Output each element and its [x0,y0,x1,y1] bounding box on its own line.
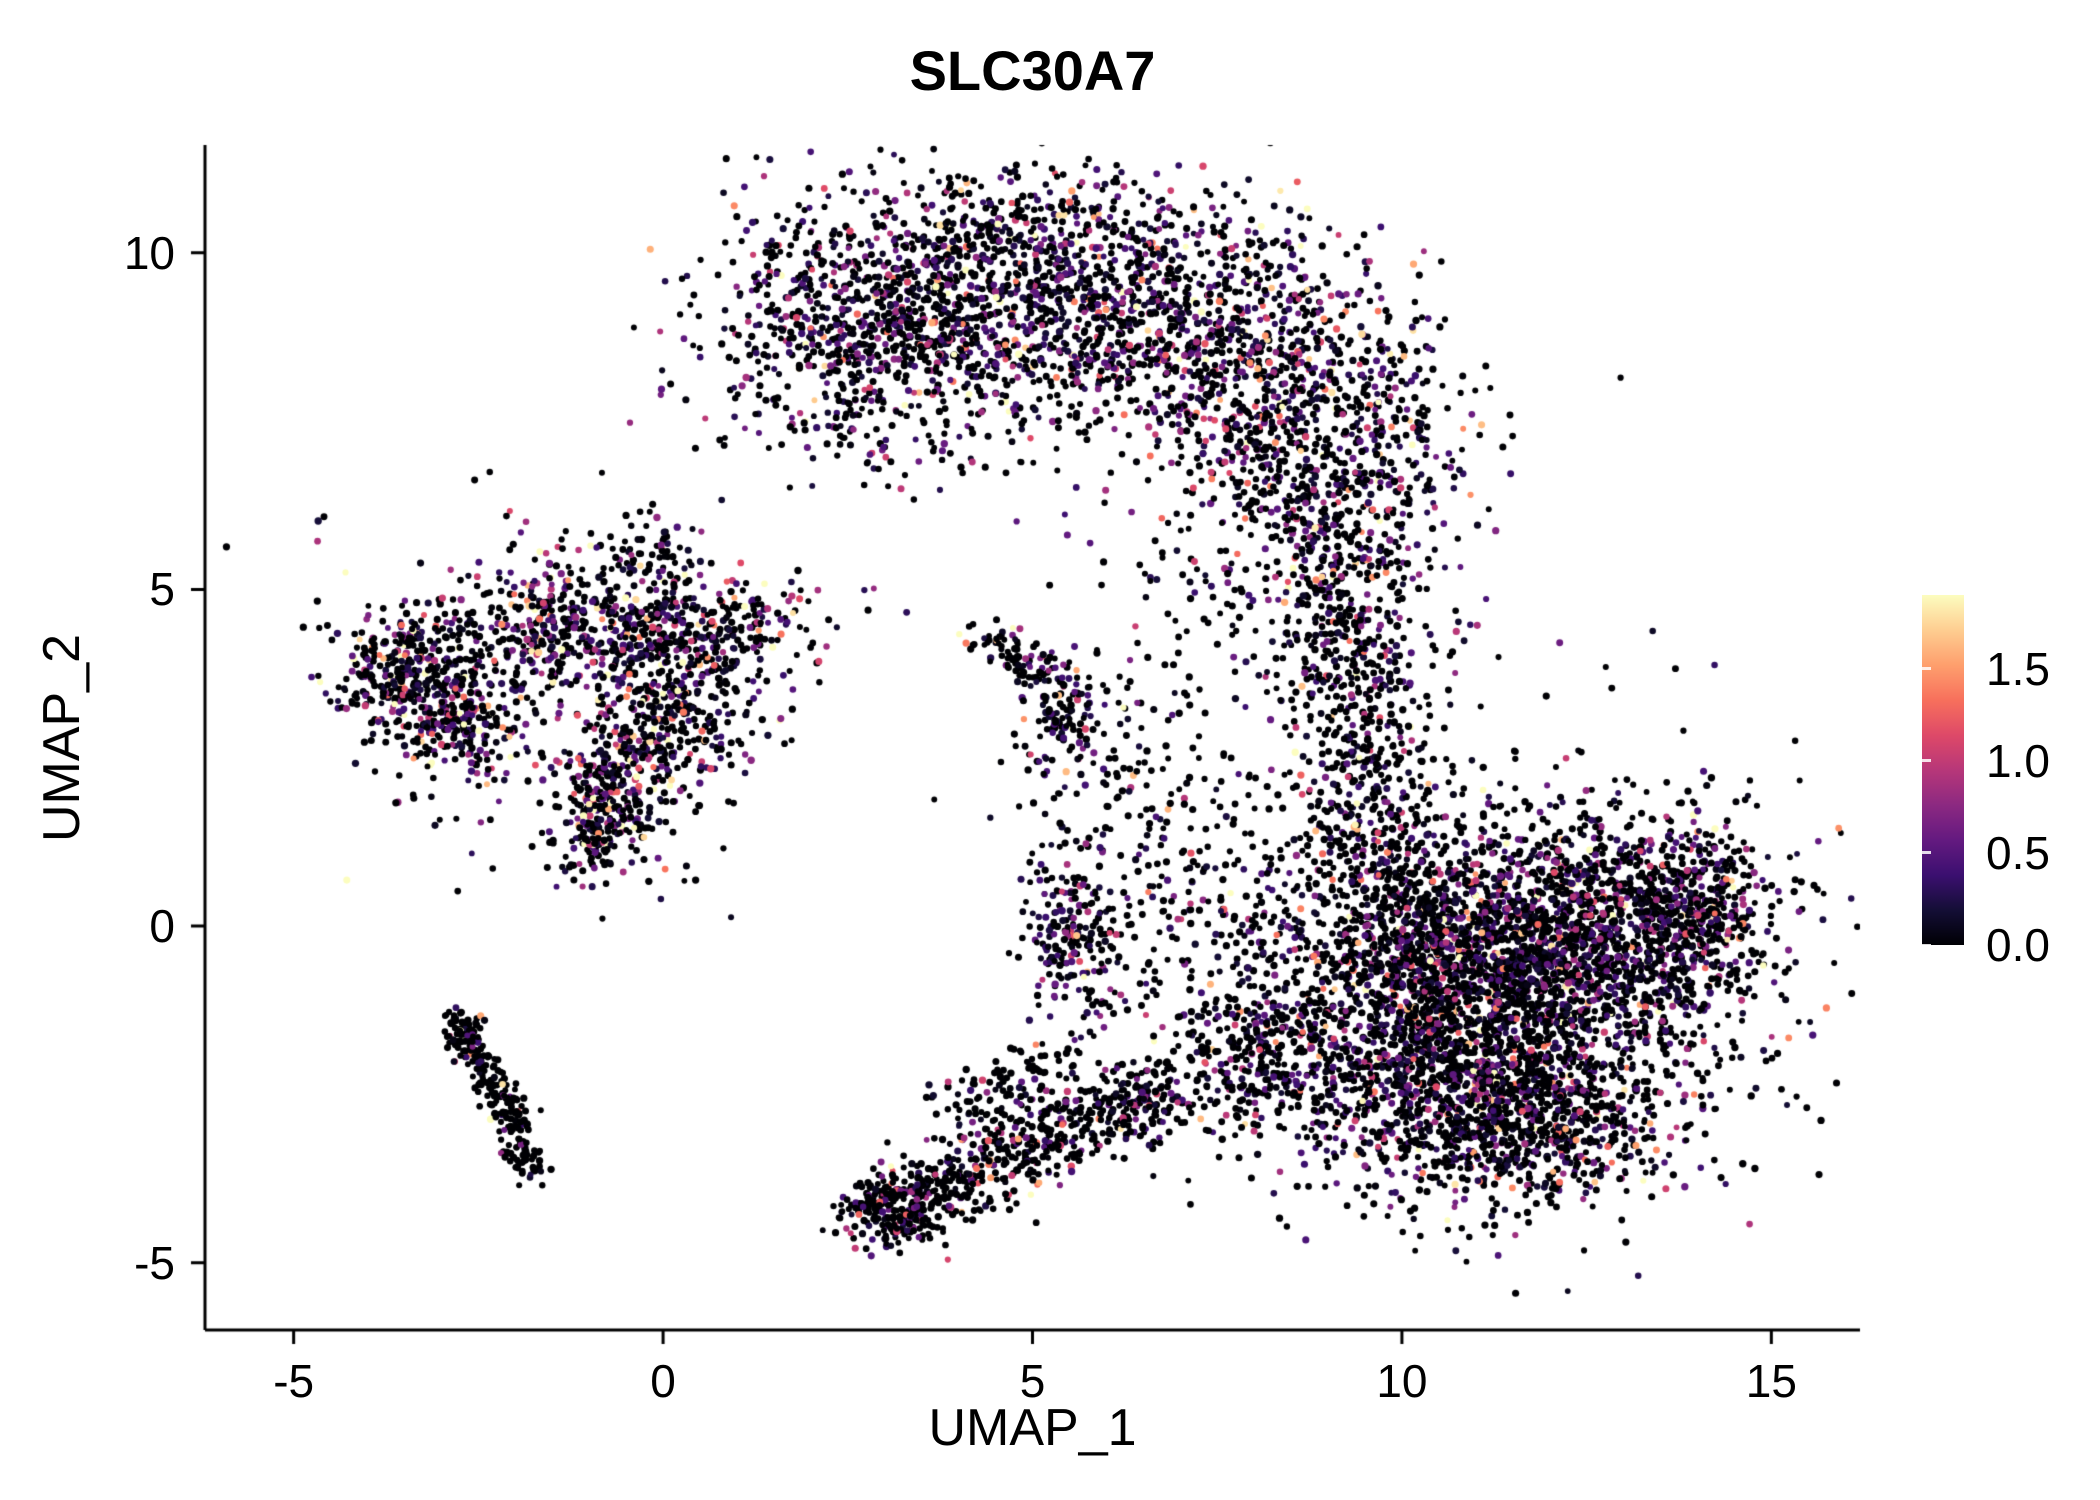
y-tick-label: -5 [134,1236,175,1289]
x-tick-label: -5 [273,1355,315,1407]
x-tick-label: 10 [1376,1355,1428,1407]
x-axis-label: UMAP_1 [928,1399,1137,1457]
colorbar [1922,595,1964,945]
colorbar-tick-mark [1922,851,1931,855]
y-tick-label: 10 [123,226,175,279]
y-tick-label: 0 [149,900,175,953]
colorbar-tick-label: 0.5 [1986,826,2050,879]
colorbar-gradient-icon [1922,595,1964,945]
y-tick-label: 5 [149,563,175,616]
x-tick-label: 15 [1745,1355,1797,1407]
colorbar-tick-label: 1.5 [1986,642,2050,695]
y-axis-label: UMAP_2 [33,633,91,843]
colorbar-tick-label: 1.0 [1986,734,2050,787]
x-tick-label: 0 [650,1355,676,1407]
colorbar-tick-mark [1922,759,1931,763]
colorbar-tick-mark [1922,943,1931,947]
x-tick-label: 5 [1019,1355,1046,1407]
plot-title: SLC30A7 [909,39,1156,102]
colorbar-tick-mark [1922,667,1931,671]
colorbar-tick-label: 0.0 [1986,919,2050,971]
